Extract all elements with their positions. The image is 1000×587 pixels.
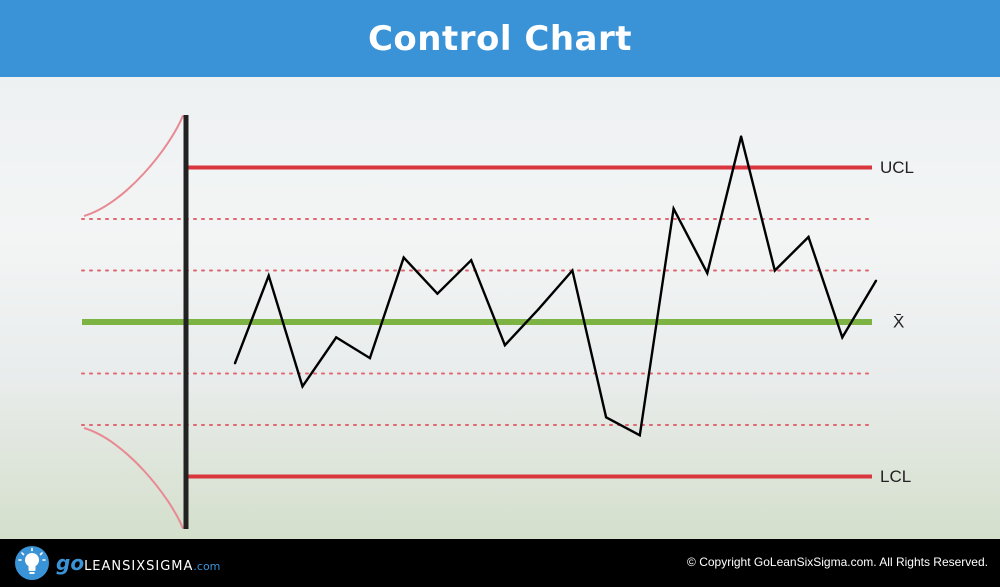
data-point [503,344,507,347]
control-chart: UCL X̄ LCL [81,115,914,529]
ucl-label: UCL [880,158,914,177]
brand-tld: .com [193,560,221,573]
data-point [267,274,270,277]
distribution-curve-lower [83,427,184,529]
data-point [672,207,675,210]
data-point [706,271,709,275]
lightbulb-icon [15,546,49,580]
data-point [841,336,844,339]
brand-leansixsigma: LEANSIXSIGMA [84,559,194,574]
data-point [638,434,641,437]
lcl-label: LCL [880,467,911,486]
data-point [368,356,372,360]
data-point [470,259,473,262]
data-point [571,269,574,272]
data-point [773,269,776,272]
data-point [233,362,237,365]
data-point [436,292,439,295]
data-point [807,235,810,239]
logo[interactable]: goLEANSIXSIGMA.com [14,545,220,581]
data-point [301,385,304,388]
page-title: Control Chart [367,18,632,59]
data-point [335,336,338,339]
data-point [739,135,743,138]
data-point [402,256,405,259]
copyright-text: © Copyright GoLeanSixSigma.com. All Righ… [687,555,988,569]
brand-go: go [56,551,85,575]
center-line-label: X̄ [893,312,904,331]
chart-area: UCL X̄ LCL [0,77,1000,539]
footer: goLEANSIXSIGMA.com © Copyright GoLeanSix… [0,539,1000,587]
data-series-line [233,136,878,438]
data-point [874,279,878,282]
data-point [604,416,608,419]
title-banner: Control Chart [0,0,1000,77]
brand-name: goLEANSIXSIGMA.com [56,551,220,575]
distribution-curve-upper [83,115,184,217]
data-point [537,307,540,311]
